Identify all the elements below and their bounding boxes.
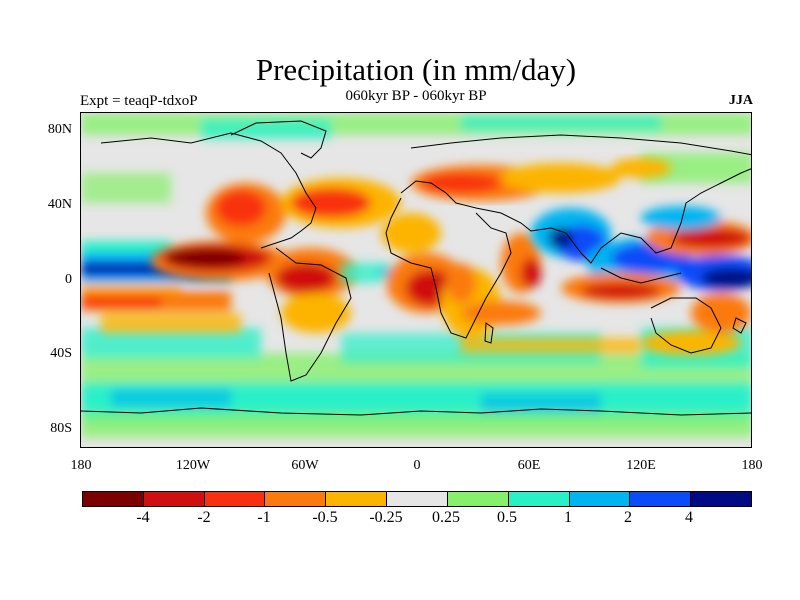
colorbar-swatch-4 [326,492,388,506]
colorbar-label-neg1: -1 [257,509,271,526]
y-axis-label-80s: 80S [50,421,72,436]
colorbar-swatch-7 [508,492,570,506]
colorbar-swatch-3 [265,492,327,506]
colorbar-label-2: 2 [624,509,632,526]
eurasia-field [411,158,671,201]
y-axis-label-eq: 0 [65,272,72,287]
y-axis-label-40s: 40S [50,346,72,361]
plot-season-label: JJA [728,93,753,108]
colorbar-swatch-8 [569,492,631,506]
colorbar-swatch-0 [83,492,144,506]
colorbar-swatch-9 [630,492,692,506]
plot-subtitle-center: 060kyr BP - 060kyr BP [345,88,487,104]
colorbar-swatch-5 [387,492,448,506]
x-axis-label-180e: 180 [741,458,763,473]
central-america-field [151,178,401,333]
x-axis-label-0: 0 [413,458,421,473]
x-axis-label-120w: 120W [175,458,211,473]
x-axis-label-120e: 120E [626,458,656,473]
colorbar-swatch-6 [447,492,509,506]
colorbar-swatch-1 [143,492,205,506]
plot-subtitle-left: Expt = teaqP-tdxoP [80,93,198,109]
colorbar-label-05: 0.5 [497,509,517,526]
map-svg [81,113,751,447]
colorbar-label-neg025: -0.25 [369,509,403,526]
colorbar-label-1: 1 [564,509,572,526]
plot-title: Precipitation (in mm/day) [255,52,577,87]
colorbar-label-neg05: -0.5 [312,509,338,526]
colorbar [82,491,752,507]
colorbar-label-neg2: -2 [197,509,211,526]
africa-field [341,213,641,353]
colorbar-swatch-10 [691,492,751,506]
colorbar-swatch-2 [204,492,266,506]
x-axis-label-180w: 180 [70,458,92,473]
colorbar-label-4: 4 [685,509,693,526]
coastlines [81,120,751,416]
x-axis-label-60w: 60W [291,458,319,473]
precipitation-map [80,112,752,448]
colorbar-label-025: 0.25 [432,509,460,526]
y-axis-label-80n: 80N [47,122,72,137]
y-axis-label-40n: 40N [47,197,72,212]
colorbar-label-neg4: -4 [136,509,150,526]
x-axis-label-60e: 60E [517,458,541,473]
